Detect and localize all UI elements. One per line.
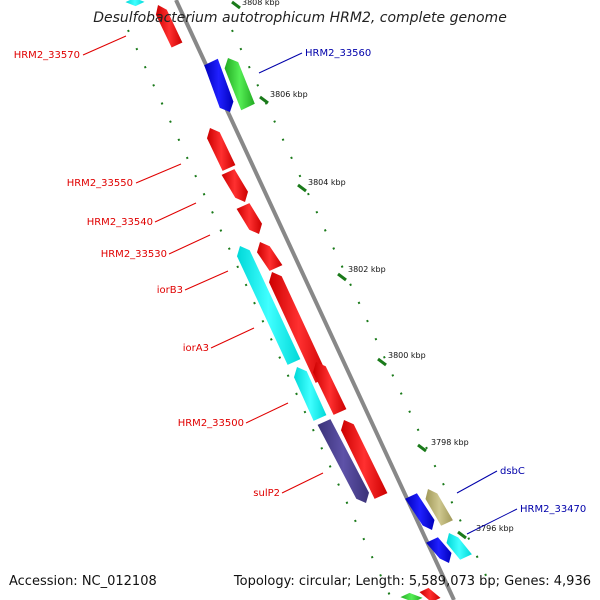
label-leaders [82,35,518,535]
label-leader-line [184,270,229,291]
gene-feature[interactable] [221,169,248,202]
tick-mark [457,530,467,540]
gene-feature[interactable] [204,58,234,112]
inner-track-guide [231,29,489,581]
genome-stats-text: Topology: circular; Length: 5,589,073 bp… [233,574,591,589]
gene-label[interactable]: HRM2_33560 [305,48,371,59]
gene-feature[interactable] [419,587,441,600]
gene-feature[interactable] [236,203,262,234]
tick-label: 3796 kbp [476,524,514,533]
tick-mark [377,357,387,367]
gene-labels: HRM2_33570 HRM2_33560 HRM2_33550 HRM2_33540… [14,48,587,515]
gene-feature[interactable] [313,362,347,415]
label-leader-line [154,202,197,223]
gene-feature[interactable] [237,246,301,365]
gene-features [125,0,472,600]
label-leader-line [135,163,182,184]
gene-feature[interactable] [269,272,329,383]
accession-text: Accession: NC_012108 [9,574,157,589]
label-leader-line [210,327,255,349]
tick-label: 3802 kbp [348,265,386,274]
outer-track-guide [127,29,393,600]
tick-label: 3808 kbp [242,0,280,7]
gene-label[interactable]: HRM2_33470 [520,504,586,515]
gene-label[interactable]: sulP2 [253,488,280,499]
tick-mark [259,95,269,105]
gene-label[interactable]: dsbC [500,466,525,477]
label-leader-line [466,508,518,535]
tick-label: 3798 kbp [431,438,469,447]
gene-feature[interactable] [155,5,183,48]
tick-label: 3804 kbp [308,178,346,187]
tick-label: 3800 kbp [388,351,426,360]
gene-feature[interactable] [426,537,452,563]
gene-feature[interactable] [294,367,327,421]
gene-label[interactable]: iorB3 [157,285,183,296]
tick-mark [231,0,241,10]
gene-label[interactable]: HRM2_33570 [14,50,80,61]
gene-label[interactable]: HRM2_33540 [87,217,153,228]
gene-feature[interactable] [317,419,369,503]
label-leader-line [245,402,289,424]
gene-feature[interactable] [400,592,423,600]
gene-feature[interactable] [405,493,435,530]
gene-label[interactable]: HRM2_33500 [178,418,244,429]
gene-feature[interactable] [207,128,236,171]
tick-mark [417,443,427,453]
gene-feature[interactable] [125,0,145,7]
gene-feature[interactable] [257,242,283,271]
gene-feature[interactable] [446,533,472,560]
label-leader-line [281,472,324,494]
tick-mark [297,183,307,193]
tick-label: 3806 kbp [270,90,308,99]
label-leader-line [82,35,127,56]
label-leader-line [258,52,303,74]
gene-label[interactable]: HRM2_33550 [67,178,133,189]
gene-feature[interactable] [224,58,255,111]
tick-marks: 3808 kbp 3806 kbp 3804 kbp 3802 kbp 3800 kbp… [231,0,514,540]
gene-label[interactable]: HRM2_33530 [101,249,167,260]
map-title: Desulfobacterium autotrophicum HRM2, com… [93,10,507,26]
gene-feature[interactable] [425,489,453,526]
tick-mark [337,272,347,282]
label-leader-line [168,234,211,255]
gene-label[interactable]: iorA3 [183,343,209,354]
label-leader-line [456,470,498,494]
gene-feature[interactable] [341,420,388,499]
